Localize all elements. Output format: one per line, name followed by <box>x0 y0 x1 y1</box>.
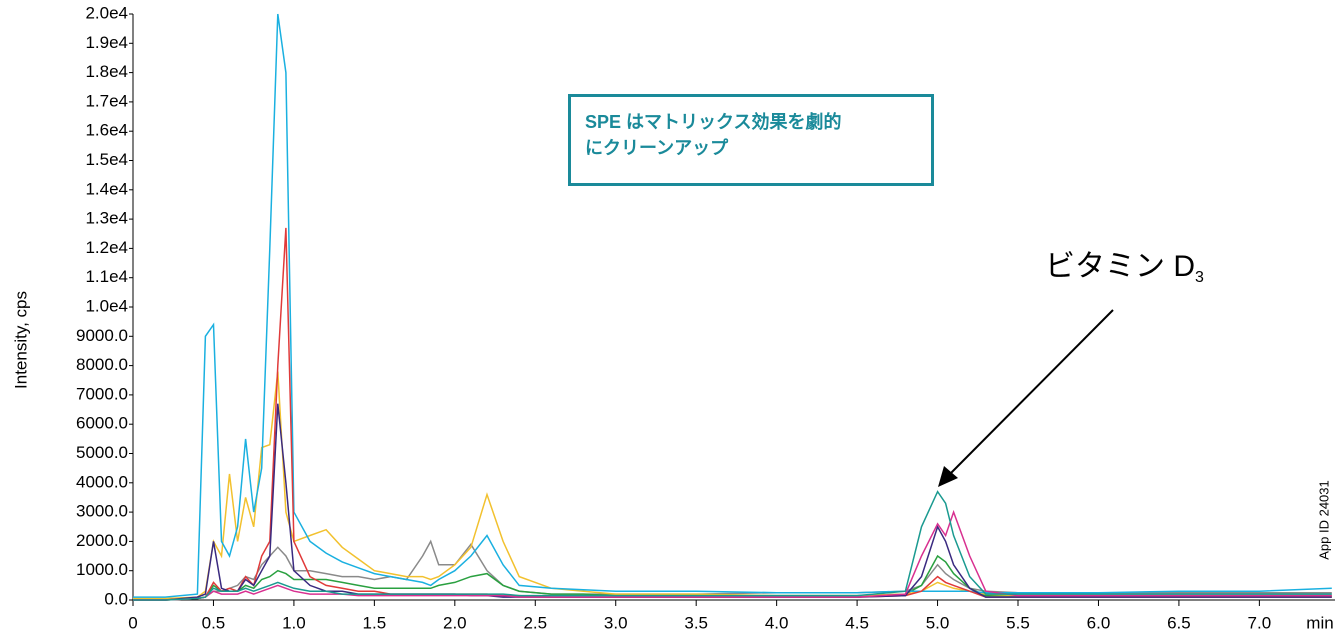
series-line <box>133 371 1332 600</box>
y-tick-label: 1000.0 <box>76 560 128 579</box>
x-tick-label: 3.5 <box>684 613 708 632</box>
y-tick-label: 1.5e4 <box>85 150 128 169</box>
series-line <box>133 554 1332 601</box>
x-tick-label: 2.0 <box>443 613 467 632</box>
y-tick-label: 1.9e4 <box>85 33 128 52</box>
x-tick-label: 1.0 <box>282 613 306 632</box>
annotation-box: SPE はマトリックス効果を劇的 にクリーンアップ <box>568 94 934 186</box>
y-tick-label: 1.2e4 <box>85 238 128 257</box>
arrow-head <box>938 466 958 487</box>
series-line <box>133 490 1332 601</box>
y-tick-label: 1.7e4 <box>85 91 128 110</box>
x-tick-label: 5.5 <box>1006 613 1030 632</box>
y-tick-label: 1.3e4 <box>85 209 128 228</box>
x-tick-label: 6.5 <box>1167 613 1191 632</box>
series-line <box>133 509 1332 601</box>
y-tick-label: 1.0e4 <box>85 296 128 315</box>
y-axis-label: Intensity, cps <box>11 291 30 389</box>
arrow-annotation: ビタミン D3 <box>1045 250 1204 286</box>
y-tick-label: 7000.0 <box>76 384 128 403</box>
y-tick-label: 1.4e4 <box>85 179 128 198</box>
y-tick-label: 5000.0 <box>76 443 128 462</box>
y-tick-label: 1.8e4 <box>85 62 128 81</box>
annotation-subscript: 3 <box>1195 269 1204 286</box>
x-tick-label: 1.5 <box>363 613 387 632</box>
side-note: App ID 24031 <box>1316 480 1331 560</box>
x-tick-label: 0.5 <box>202 613 226 632</box>
y-tick-label: 0.0 <box>104 589 128 608</box>
annotation-line: SPE はマトリックス効果を劇的 <box>585 112 842 132</box>
y-tick-label: 9000.0 <box>76 326 128 345</box>
x-tick-label: 3.0 <box>604 613 628 632</box>
arrow-line <box>947 309 1114 477</box>
y-tick-label: 2000.0 <box>76 531 128 550</box>
annotation-line: にクリーンアップ <box>585 138 729 158</box>
annotation-text: ビタミン D <box>1045 250 1195 283</box>
y-tick-label: 8000.0 <box>76 355 128 374</box>
y-tick-label: 2.0e4 <box>85 3 128 22</box>
x-tick-label: 5.0 <box>926 613 950 632</box>
y-tick-label: 1.1e4 <box>85 267 128 286</box>
y-tick-label: 3000.0 <box>76 502 128 521</box>
y-tick-label: 4000.0 <box>76 472 128 491</box>
x-unit-label: min <box>1306 613 1333 632</box>
x-tick-label: 0 <box>128 613 137 632</box>
x-tick-label: 4.5 <box>845 613 869 632</box>
series-line <box>133 13 1332 598</box>
x-tick-label: 6.0 <box>1087 613 1111 632</box>
y-tick-label: 1.6e4 <box>85 121 128 140</box>
x-tick-label: 2.5 <box>523 613 547 632</box>
x-tick-label: 7.0 <box>1248 613 1272 632</box>
x-tick-label: 4.0 <box>765 613 789 632</box>
y-tick-label: 6000.0 <box>76 414 128 433</box>
